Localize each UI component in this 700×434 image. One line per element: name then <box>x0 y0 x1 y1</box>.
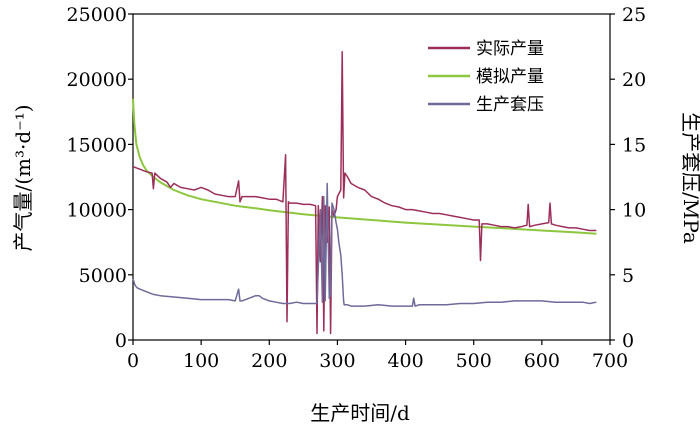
x-tick-label: 300 <box>319 350 355 372</box>
x-tick-label: 100 <box>183 350 219 372</box>
x-tick-label: 600 <box>524 350 560 372</box>
legend-label-0: 实际产量 <box>476 39 544 59</box>
y-left-axis-title: 产气量/(m³·d⁻¹) <box>11 104 35 251</box>
y-right-tick-label: 0 <box>622 330 634 352</box>
tick-labels: 0 100 200 300 400 500 600 700050001000015000200… <box>67 4 647 372</box>
x-axis-title: 生产时间/d <box>310 401 410 425</box>
series-layer <box>132 51 597 335</box>
y-right-tick-label: 15 <box>622 134 646 156</box>
x-tick-label: 400 <box>387 350 423 372</box>
y-right-axis-title: 生产套压/MPa <box>679 112 700 244</box>
ticks <box>128 13 615 345</box>
plot-frame <box>132 13 611 341</box>
y-right-tick-label: 20 <box>622 69 646 91</box>
series-line-1 <box>132 98 597 235</box>
x-tick-label: 700 <box>592 350 628 372</box>
legend-label-1: 模拟产量 <box>476 67 544 87</box>
series-line-0 <box>132 51 597 335</box>
plot-border <box>132 13 611 341</box>
y-right-tick-label: 5 <box>622 265 634 287</box>
y-left-tick-label: 15000 <box>67 134 127 156</box>
y-left-tick-label: 5000 <box>79 265 127 287</box>
y-right-tick-label: 10 <box>622 200 646 222</box>
x-tick-label: 500 <box>456 350 492 372</box>
legend-label-2: 生产套压 <box>476 95 544 115</box>
y-left-tick-label: 20000 <box>67 69 127 91</box>
x-tick-label: 0 <box>127 350 139 372</box>
x-tick-label: 200 <box>251 350 287 372</box>
series-line-2 <box>132 182 597 307</box>
y-left-tick-label: 10000 <box>67 200 127 222</box>
y-right-tick-label: 25 <box>622 4 646 26</box>
y-left-tick-label: 0 <box>115 330 127 352</box>
y-left-tick-label: 25000 <box>67 4 127 26</box>
